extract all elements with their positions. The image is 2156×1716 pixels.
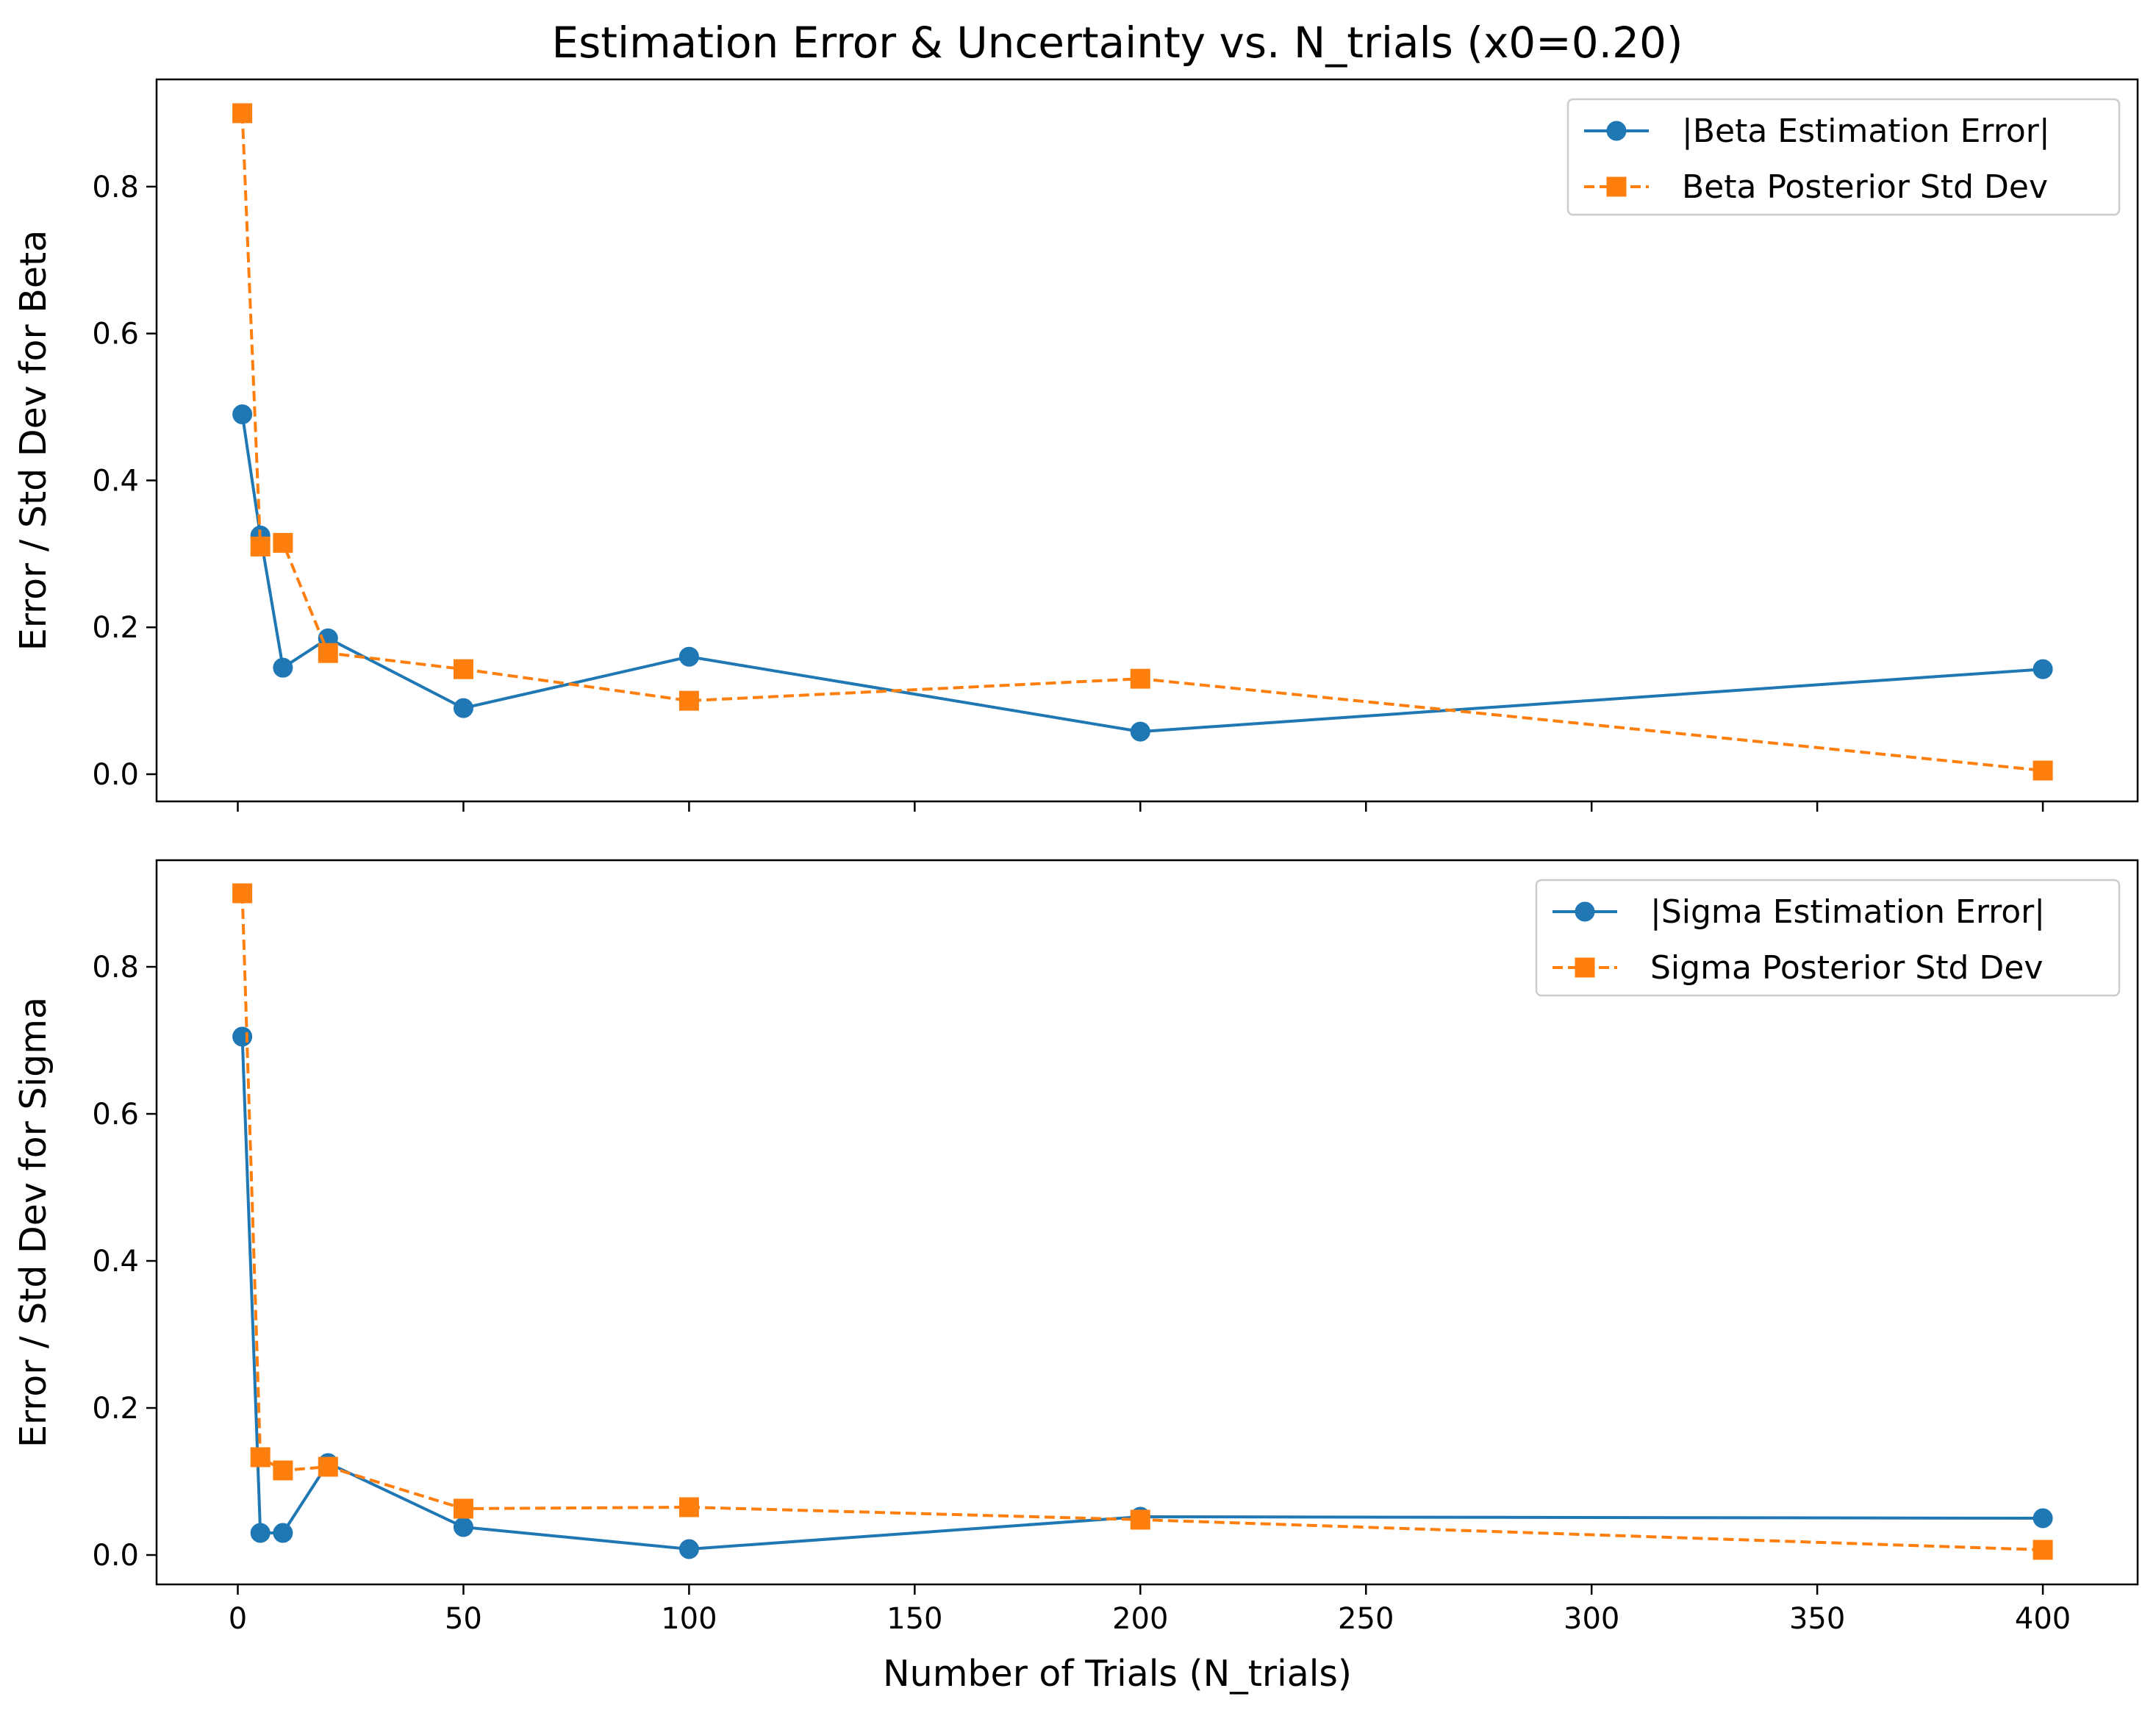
beta-y-tick-label: 0.0 bbox=[92, 758, 139, 792]
x-axis-label: Number of Trials (N_trials) bbox=[883, 1653, 1352, 1695]
beta-series-std-point bbox=[250, 536, 271, 557]
beta-legend-marker bbox=[1606, 176, 1627, 197]
sigma-y-tick-label: 0.2 bbox=[92, 1392, 139, 1426]
sigma-series-std-point bbox=[453, 1498, 473, 1519]
sigma-legend-label: Sigma Posterior Std Dev bbox=[1650, 949, 2043, 987]
beta-series-std-point bbox=[678, 690, 699, 711]
beta-series-error-point bbox=[232, 404, 253, 425]
sigma-series-std-point bbox=[678, 1497, 699, 1517]
sigma-series-std-point bbox=[318, 1456, 338, 1477]
sigma-series-std-point bbox=[1130, 1509, 1150, 1530]
sigma-x-tick-label: 50 bbox=[445, 1602, 482, 1636]
sigma-series-group bbox=[232, 883, 2053, 1560]
beta-series-error-point bbox=[273, 657, 293, 678]
beta-series-error-point bbox=[2033, 659, 2053, 679]
sigma-series-error-point bbox=[453, 1517, 473, 1537]
beta-panel: 0.0 0.2 0.4 0.6 0.8 Error / Std Dev for Beta |… bbox=[12, 78, 2139, 812]
sigma-y-tick-label: 0.4 bbox=[92, 1245, 139, 1279]
sigma-series-error-point bbox=[678, 1539, 699, 1559]
beta-series-error-point bbox=[453, 698, 473, 718]
beta-series-error-point bbox=[678, 646, 699, 667]
sigma-x-tick-label: 300 bbox=[1564, 1602, 1619, 1636]
beta-y-tick-label: 0.8 bbox=[92, 171, 139, 204]
beta-legend-box bbox=[1566, 98, 2121, 216]
sigma-series-std-point bbox=[250, 1447, 271, 1467]
beta-series-std-point bbox=[2033, 760, 2053, 781]
beta-y-tick-label: 0.4 bbox=[92, 464, 139, 498]
beta-y-tick-label: 0.2 bbox=[92, 611, 139, 645]
chart-title: Estimation Error & Uncertainty vs. N_tri… bbox=[551, 18, 1683, 68]
beta-series-error-line bbox=[240, 414, 2044, 734]
beta-legend-marker bbox=[1606, 121, 1627, 141]
sigma-x-tick-label: 150 bbox=[887, 1602, 942, 1636]
beta-series-group bbox=[232, 103, 2053, 781]
sigma-y-tick-label: 0.6 bbox=[92, 1098, 139, 1132]
sigma-y-tick-label: 0.0 bbox=[92, 1539, 139, 1573]
sigma-series-error-point bbox=[273, 1523, 293, 1543]
sigma-legend: |Sigma Estimation Error| Sigma Posterior … bbox=[1535, 879, 2121, 997]
beta-axes-frame bbox=[155, 78, 2139, 803]
sigma-series-error-point bbox=[232, 1026, 253, 1047]
sigma-series-std-point bbox=[232, 883, 253, 904]
beta-legend-label: Beta Posterior Std Dev bbox=[1682, 168, 2048, 206]
beta-y-axis-label: Error / Std Dev for Beta bbox=[12, 230, 54, 651]
sigma-legend-marker bbox=[1575, 901, 1595, 922]
sigma-legend-marker bbox=[1575, 957, 1595, 978]
beta-series-std-point bbox=[1130, 668, 1150, 689]
sigma-legend-label: |Sigma Estimation Error| bbox=[1650, 893, 2045, 931]
sigma-series-error-point bbox=[250, 1523, 271, 1543]
sigma-x-tick-label: 200 bbox=[1112, 1602, 1168, 1636]
beta-legend: |Beta Estimation Error| Beta Posterior St… bbox=[1566, 98, 2121, 216]
sigma-series-error-point bbox=[2033, 1508, 2053, 1529]
sigma-series-std-line bbox=[240, 893, 2044, 1551]
beta-series-std-point bbox=[453, 659, 473, 679]
sigma-x-tick-label: 0 bbox=[229, 1602, 247, 1636]
beta-series-std-point bbox=[273, 532, 293, 553]
beta-y-tick-label: 0.6 bbox=[92, 318, 139, 351]
sigma-x-tick-label: 350 bbox=[1789, 1602, 1845, 1636]
sigma-x-tick-label: 400 bbox=[2015, 1602, 2071, 1636]
sigma-x-tick-label: 100 bbox=[661, 1602, 717, 1636]
sigma-panel: 0 50 100 150 200 250 300 350 400 0.0 0.2 0.4 0.6 0.8 E… bbox=[12, 859, 2139, 1636]
beta-legend-label: |Beta Estimation Error| bbox=[1682, 112, 2050, 150]
sigma-y-tick-label: 0.8 bbox=[92, 951, 139, 984]
sigma-y-axis-label: Error / Std Dev for Sigma bbox=[12, 997, 54, 1448]
sigma-series-std-point bbox=[273, 1460, 293, 1481]
sigma-series-std-point bbox=[2033, 1540, 2053, 1560]
sigma-axes-frame bbox=[155, 859, 2139, 1586]
beta-series-std-point bbox=[232, 103, 253, 124]
sigma-legend-box bbox=[1535, 879, 2121, 997]
sigma-x-tick-label: 250 bbox=[1338, 1602, 1394, 1636]
beta-series-std-point bbox=[318, 643, 338, 663]
beta-series-error-point bbox=[1130, 721, 1150, 742]
